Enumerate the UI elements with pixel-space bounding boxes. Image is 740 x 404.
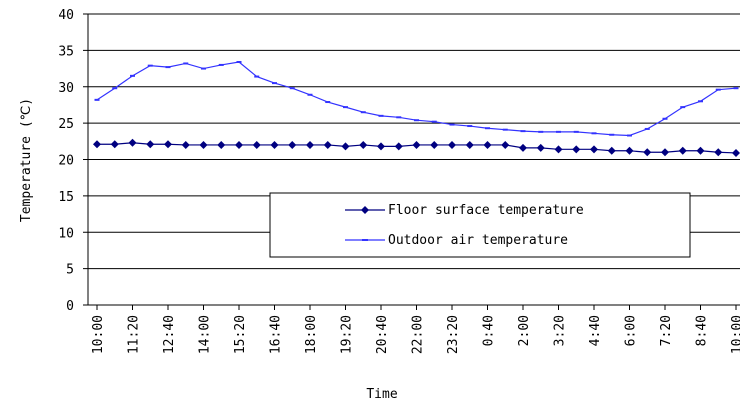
point [252,140,261,149]
x-tick-label: 23:20 [446,315,461,354]
point [359,140,368,149]
point [536,143,545,152]
point [270,140,279,149]
point [394,142,403,151]
x-tick-label: 0:40 [482,315,497,346]
y-tick-label: 20 [58,154,74,169]
point [164,140,172,149]
legend [269,192,691,258]
y-tick-label: 35 [58,44,74,59]
x-tick-label: 8:40 [695,315,710,346]
x-tick-label: 10:00 [730,315,740,354]
x-tick-label: 15:20 [233,315,248,354]
point [217,140,226,149]
x-tick-label: 12:40 [162,315,177,354]
x-tick-label: 16:40 [269,315,284,354]
point [643,148,652,157]
x-tick-label: 10:00 [91,315,106,354]
y-tick-label: 40 [58,8,74,23]
y-tick-label: 15 [58,190,74,205]
point [661,148,669,157]
legend-label: Floor surface temperature [388,203,584,218]
point [590,145,598,154]
point [448,140,456,149]
point [519,143,527,152]
point [199,140,208,149]
point [412,140,421,149]
point [306,140,314,149]
point [430,140,439,149]
legend-label: Outdoor air temperature [388,233,568,248]
x-tick-label: 19:20 [340,315,355,354]
point [110,140,119,149]
x-tick-label: 18:00 [304,315,319,354]
x-tick-label: 7:20 [659,315,674,346]
y-tick-label: 10 [58,226,74,241]
point [732,148,740,157]
point [714,148,723,157]
y-tick-label: 5 [66,263,74,278]
x-tick-label: 6:00 [624,315,639,346]
y-tick-label: 30 [58,81,74,96]
legend-marker [361,206,369,214]
point [625,146,634,155]
point [288,140,297,149]
point [181,140,190,149]
x-tick-label: 3:20 [553,315,568,346]
point [235,140,243,149]
point [572,145,581,154]
y-axis-label: Temperature (℃) [19,98,34,222]
point [128,138,137,147]
y-tick-label: 0 [66,299,74,314]
point [146,140,155,149]
point [501,140,510,149]
point [377,142,385,151]
x-tick-label: 4:40 [588,315,603,346]
x-tick-label: 22:00 [411,315,426,354]
y-tick-label: 25 [58,117,74,132]
point [607,146,616,155]
x-tick-label: 20:40 [375,315,390,354]
point [341,142,350,151]
point [465,140,474,149]
point [554,145,563,154]
point [678,146,687,155]
x-tick-label: 2:00 [517,315,532,346]
x-axis-label: Time [366,387,397,402]
series-line [96,61,737,137]
x-tick-label: 11:20 [127,315,142,354]
point [483,140,492,149]
point [323,140,332,149]
point [93,140,101,149]
point [696,146,705,155]
x-tick-label: 14:00 [198,315,213,354]
